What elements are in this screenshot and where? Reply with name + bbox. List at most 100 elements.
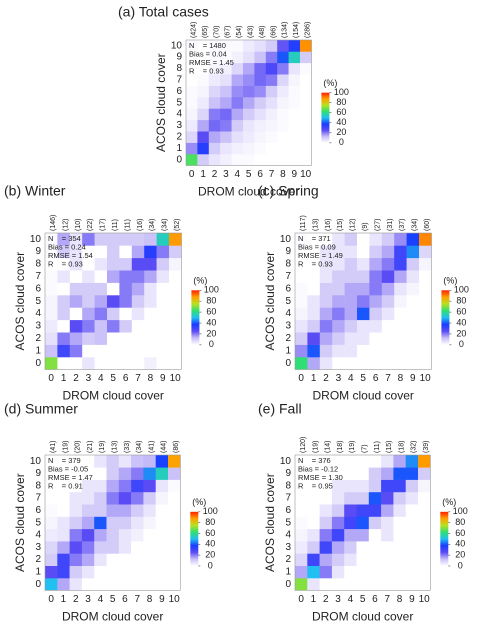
heatmap-cell [82, 295, 95, 308]
heatmap-cell [300, 154, 312, 166]
heatmap-cell [356, 553, 370, 566]
heatmap-cell [369, 257, 383, 271]
heatmap-cell [186, 85, 198, 98]
stat-text: N = 354 [48, 234, 81, 243]
heatmap-cell [344, 565, 357, 579]
heatmap-cell [419, 282, 432, 296]
heatmap-cell [344, 504, 357, 517]
heatmap-cell [143, 504, 156, 517]
heatmap-cell [231, 85, 244, 98]
heatmap-cell [57, 467, 70, 480]
heatmap-cell [393, 467, 406, 480]
heatmap-cell [82, 319, 95, 333]
heatmap-cell [169, 270, 182, 283]
heatmap-cell [381, 467, 394, 480]
heatmap-cell [405, 504, 419, 517]
y-tick-label: 10 [280, 234, 292, 245]
heatmap-cell [197, 51, 210, 64]
heatmap-cell [406, 357, 420, 370]
heatmap-cell [156, 357, 170, 370]
heatmap-cell [131, 270, 145, 283]
heatmap-cell [331, 516, 345, 530]
column-count: (33) [124, 441, 131, 453]
heatmap-cell [81, 516, 95, 530]
heatmap-cell [220, 142, 232, 155]
heatmap-cell [418, 467, 431, 480]
heatmap-cell [344, 455, 357, 468]
heatmap-cell [277, 119, 289, 132]
column-count: (44) [161, 441, 168, 453]
heatmap-cell [295, 257, 308, 271]
heatmap-cell [288, 142, 301, 155]
heatmap-cell [131, 233, 145, 246]
heatmap-cell [319, 516, 333, 530]
heatmap-cell [307, 270, 321, 283]
heatmap-cell [168, 516, 181, 530]
column-count: (31) [387, 219, 394, 231]
heatmap-cell [393, 541, 406, 554]
x-tick-label: 7 [269, 169, 275, 180]
heatmap-cell [231, 62, 244, 75]
heatmap-cell [381, 344, 395, 358]
stat-text: Bias = 0.09 [298, 242, 336, 251]
heatmap-cell [45, 233, 58, 246]
heatmap-cell [119, 319, 133, 333]
heatmap-cell [168, 578, 181, 591]
heatmap-cell [208, 51, 221, 64]
heatmap-cell [155, 479, 169, 493]
heatmap-cell [155, 516, 169, 530]
heatmap-cell [69, 504, 83, 517]
heatmap-cell [57, 491, 70, 505]
heatmap-cell [45, 257, 58, 271]
y-tick-label: 4 [35, 308, 41, 319]
heatmap-cell [307, 233, 321, 246]
heatmap-cell [208, 119, 221, 132]
heatmap-cell [344, 245, 358, 259]
heatmap-cell [220, 85, 232, 98]
x-tick-label: 2 [212, 169, 218, 180]
heatmap-cell [406, 319, 420, 333]
heatmap-cell [277, 142, 289, 155]
heatmap-cell [168, 467, 181, 480]
heatmap-cell [406, 233, 420, 246]
heatmap-cell [295, 516, 308, 530]
heatmap-cell [307, 332, 321, 345]
x-tick-label: 3 [335, 594, 341, 605]
heatmap-cell [131, 541, 144, 554]
heatmap-cell [405, 565, 419, 579]
heatmap-cell [118, 504, 132, 517]
column-count: (41) [148, 441, 155, 453]
heatmap-cell [231, 74, 244, 86]
heatmap-cell [319, 245, 333, 259]
x-tick-label: 0 [48, 373, 54, 384]
heatmap-cell [405, 491, 419, 505]
heatmap-cell [295, 307, 308, 321]
heatmap-cell [107, 332, 120, 345]
heatmap-cell [307, 245, 321, 259]
heatmap-cell [106, 565, 120, 579]
heatmap-cell [307, 491, 320, 505]
heatmap-cell [356, 528, 370, 542]
heatmap-cell [131, 307, 145, 321]
heatmap-cell [107, 257, 120, 271]
heatmap-cell [406, 245, 420, 259]
column-count: (15) [386, 441, 393, 453]
heatmap-cell [406, 307, 420, 321]
heatmap-cell [243, 142, 255, 155]
y-tick-label: 6 [285, 283, 291, 294]
x-tick-label: 2 [73, 373, 79, 384]
heatmap-cell [254, 62, 267, 75]
heatmap-cell [393, 516, 406, 530]
y-tick-label: 3 [35, 321, 41, 332]
heatmap-cell [254, 85, 267, 98]
stat-text: Bias = -0.12 [298, 464, 338, 473]
heatmap-cell [405, 467, 419, 480]
heatmap-cell [81, 491, 95, 505]
colorbar-tick-label: 80 [336, 97, 346, 107]
heatmap-cell [57, 332, 71, 345]
heatmap-cell [231, 142, 244, 155]
heatmap-cell [106, 455, 120, 468]
heatmap-cell [143, 491, 156, 505]
heatmap-cell [69, 332, 83, 345]
heatmap-cell [381, 516, 394, 530]
